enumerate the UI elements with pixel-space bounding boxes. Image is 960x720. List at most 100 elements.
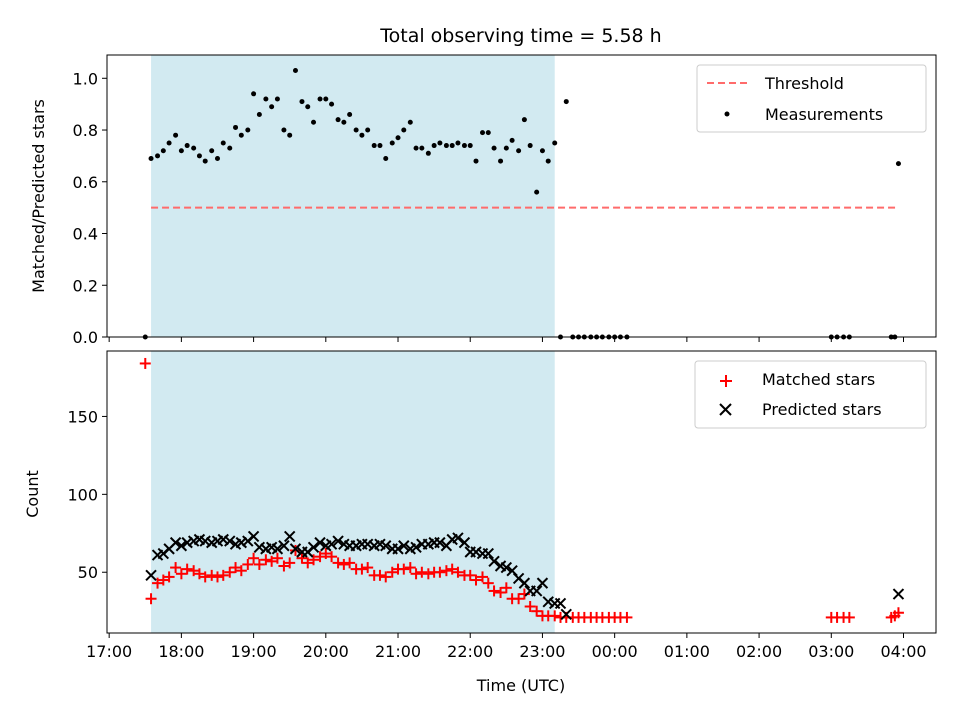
matched-point	[278, 560, 290, 572]
y-tick-label: 0.8	[73, 121, 98, 140]
predicted-point	[452, 532, 464, 544]
matched-point	[470, 574, 482, 586]
measurement-point	[311, 119, 317, 125]
measurement-point	[545, 158, 551, 164]
measurement-point	[209, 148, 215, 154]
matched-point	[434, 566, 446, 578]
ratio-legend: Threshold Measurements	[696, 64, 927, 133]
measurement-point	[431, 143, 437, 149]
measurement-point	[521, 117, 527, 123]
measurement-point	[509, 137, 515, 143]
measurement-point	[491, 145, 497, 151]
measurement-point	[552, 140, 558, 146]
predicted-point	[169, 536, 182, 549]
x-tick: 17:00	[86, 633, 132, 661]
matched-point	[188, 565, 200, 577]
measurement-point	[184, 143, 190, 149]
y-tick: 150	[67, 407, 107, 426]
measurement-point	[353, 127, 359, 133]
predicted-point	[518, 577, 531, 589]
matched-point	[224, 566, 236, 578]
measurement-point	[473, 158, 479, 164]
matched-point	[374, 569, 386, 581]
matched-point	[217, 569, 229, 581]
matched-point	[211, 571, 223, 583]
predicted-point	[554, 597, 567, 610]
matched-point	[338, 558, 350, 570]
matched-point	[163, 571, 175, 583]
measurement-point	[347, 112, 353, 118]
predicted-point	[289, 543, 302, 555]
measurement-point	[895, 161, 901, 167]
count-panel: 50 100 150 17:00 18:00 19:00 20:00 21:00 22:00 2…	[23, 350, 937, 695]
legend-predicted-swatch	[719, 403, 732, 416]
measurement-point	[299, 99, 305, 105]
y-tick: 0.6	[73, 173, 107, 192]
predicted-point	[392, 543, 404, 555]
matched-point	[326, 551, 338, 563]
matched-point	[446, 563, 458, 575]
measurement-point	[256, 112, 262, 118]
x-tick: 22:00	[447, 633, 493, 661]
y-tick: 0.4	[73, 225, 107, 244]
measurement-point	[485, 130, 491, 136]
measurement-point	[214, 155, 220, 161]
x-tick-label: 20:00	[303, 642, 349, 661]
x-tick-label: 21:00	[375, 642, 421, 661]
measurement-point	[389, 140, 395, 146]
measurement-point	[173, 132, 179, 138]
measurement-point	[563, 99, 569, 105]
matched-point	[531, 605, 543, 617]
measurement-point	[292, 68, 298, 74]
measurement-point	[269, 104, 275, 110]
matched-point	[206, 569, 218, 581]
measurement-point	[449, 143, 455, 149]
x-axis-label: Time (UTC)	[476, 676, 565, 695]
matched-point	[193, 568, 205, 580]
x-tick: 18:00	[158, 633, 204, 661]
measurement-point	[233, 124, 239, 130]
x-tick: 02:00	[736, 633, 782, 661]
legend-predicted-label: Predicted stars	[762, 400, 882, 419]
matched-point	[398, 563, 410, 575]
ratio-y-axis-label: Matched/Predicted stars	[29, 99, 48, 293]
predicted-point	[314, 536, 326, 549]
matched-point	[199, 571, 211, 583]
matched-point	[464, 569, 476, 581]
matched-point	[230, 562, 242, 574]
measurement-point	[196, 153, 202, 159]
y-tick: 50	[78, 563, 107, 582]
measurement-point	[281, 127, 287, 133]
measurement-point	[461, 143, 467, 149]
count-y-axis-label: Count	[23, 470, 42, 518]
matched-point	[892, 607, 904, 619]
x-tick-label: 23:00	[519, 642, 565, 661]
x-tick-label: 04:00	[880, 642, 926, 661]
ratio-panel: 0.0 0.2 0.4 0.6 0.8 1.0 Matched/Predicted sta…	[29, 54, 937, 347]
matched-point	[332, 557, 344, 569]
x-tick: 03:00	[808, 633, 854, 661]
matched-point	[181, 563, 193, 575]
measurement-point	[413, 145, 419, 151]
matched-point	[271, 552, 283, 564]
matched-point	[320, 548, 332, 560]
measurement-point	[166, 140, 172, 146]
predicted-point	[247, 530, 260, 543]
measurement-point	[383, 155, 389, 161]
measurement-point	[480, 130, 486, 136]
x-tick-label: 22:00	[447, 642, 493, 661]
matched-point	[362, 562, 374, 574]
predicted-point	[536, 577, 549, 589]
matched-point	[170, 562, 182, 574]
y-tick-label: 100	[67, 485, 98, 504]
measurement-point	[527, 143, 533, 149]
measurement-point	[498, 158, 504, 164]
x-tick: 19:00	[231, 633, 277, 661]
measurement-point	[305, 104, 311, 110]
y-tick: 0.2	[73, 276, 107, 295]
predicted-point	[380, 540, 392, 552]
matched-point	[452, 566, 464, 578]
measurement-point	[425, 150, 431, 156]
matched-point	[621, 611, 633, 623]
